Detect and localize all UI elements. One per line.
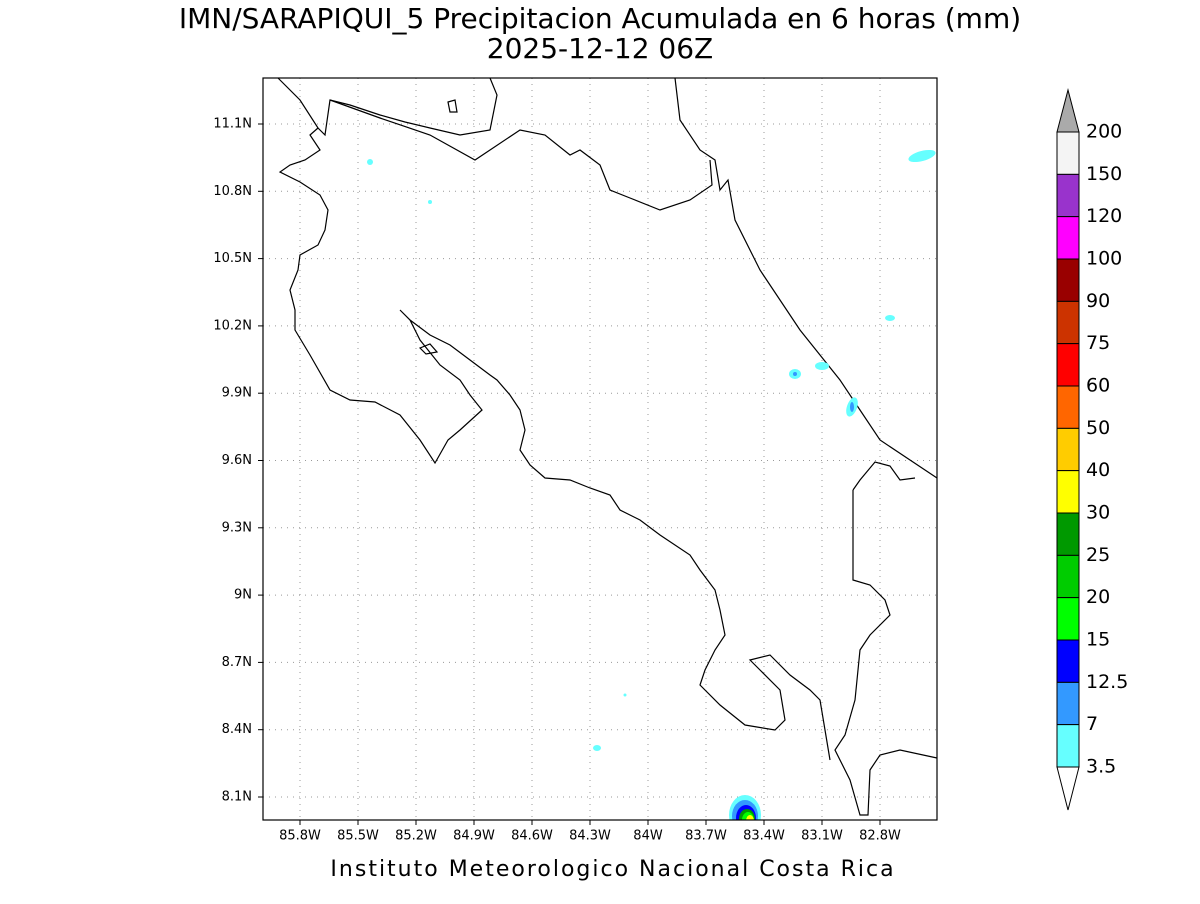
legend-level: 3.5 [1086, 756, 1116, 778]
legend-level: 15 [1086, 629, 1110, 651]
color-swatch [1056, 766, 1080, 811]
color-swatch [1056, 300, 1080, 345]
lon-tick-label: 84.3W [569, 829, 611, 844]
lon-tick-label: 84W [633, 829, 663, 844]
lat-tick-label: 8.1N [222, 790, 252, 805]
lon-tick-label: 85.2W [395, 829, 437, 844]
legend-level: 60 [1086, 375, 1110, 397]
color-swatch [1056, 681, 1080, 726]
subtitle: 2025-12-12 06Z [487, 32, 713, 65]
color-swatch [1056, 724, 1080, 768]
lon-tick-label: 85.5W [337, 829, 379, 844]
color-swatch [1056, 385, 1080, 429]
lat-tick-label: 9.6N [222, 453, 252, 468]
legend-level: 120 [1086, 205, 1122, 227]
legend-level: 150 [1086, 163, 1122, 185]
lat-tick-label: 10.2N [213, 318, 252, 333]
lat-tick-label: 9N [234, 588, 252, 603]
color-swatch [1056, 639, 1080, 683]
lat-tick-label: 8.7N [222, 655, 252, 670]
title: IMN/SARAPIQUI_5 Precipitacion Acumulada … [179, 2, 1021, 35]
legend-level: 20 [1086, 586, 1110, 608]
legend-level: 12.5 [1086, 671, 1128, 693]
lat-tick-label: 9.3N [222, 520, 252, 535]
coastlines [277, 77, 938, 816]
lat-tick-label: 10.8N [213, 184, 252, 199]
legend-level: 7 [1086, 713, 1098, 735]
legend-level: 100 [1086, 248, 1122, 270]
legend-level: 50 [1086, 417, 1110, 439]
color-swatch [1056, 131, 1080, 175]
color-swatch [1056, 427, 1080, 472]
lon-tick-label: 83.4W [743, 829, 785, 844]
axis-labels: 85.8W 85.5W 85.2W 84.9W 84.6W 84.3W 84W 83.7W 83… [213, 117, 901, 844]
color-swatch [1056, 216, 1080, 260]
lat-tick-label: 11.1N [213, 117, 252, 132]
map-frame [262, 77, 938, 821]
color-swatch [1056, 88, 1080, 133]
lat-tick-label: 9.9N [222, 386, 252, 401]
color-swatch [1056, 512, 1080, 556]
legend-level: 30 [1086, 502, 1110, 524]
legend-level: 200 [1086, 121, 1122, 143]
colorbar: 200 150 120 100 90 75 60 50 40 30 25 20 15 12.5 7 3.5 [1056, 88, 1128, 811]
legend-level: 75 [1086, 332, 1110, 354]
lon-tick-label: 83.1W [801, 829, 843, 844]
legend-level: 40 [1086, 459, 1110, 481]
legend-level: 90 [1086, 290, 1110, 312]
lon-tick-label: 85.8W [279, 829, 321, 844]
precipitation [367, 149, 936, 835]
color-swatch [1056, 343, 1080, 387]
lon-tick-label: 83.7W [685, 829, 727, 844]
lon-tick-label: 84.6W [511, 829, 553, 844]
color-swatch [1056, 470, 1080, 514]
color-swatch [1056, 173, 1080, 218]
lon-tick-label: 82.8W [859, 829, 901, 844]
lat-tick-label: 10.5N [213, 251, 252, 266]
color-swatch [1056, 597, 1080, 641]
lon-tick-label: 84.9W [453, 829, 495, 844]
color-swatch [1056, 554, 1080, 599]
color-swatch [1056, 258, 1080, 302]
legend-level: 25 [1086, 544, 1110, 566]
lat-tick-label: 8.4N [222, 722, 252, 737]
grid [263, 78, 937, 820]
footer: Instituto Meteorologico Nacional Costa R… [330, 857, 895, 882]
